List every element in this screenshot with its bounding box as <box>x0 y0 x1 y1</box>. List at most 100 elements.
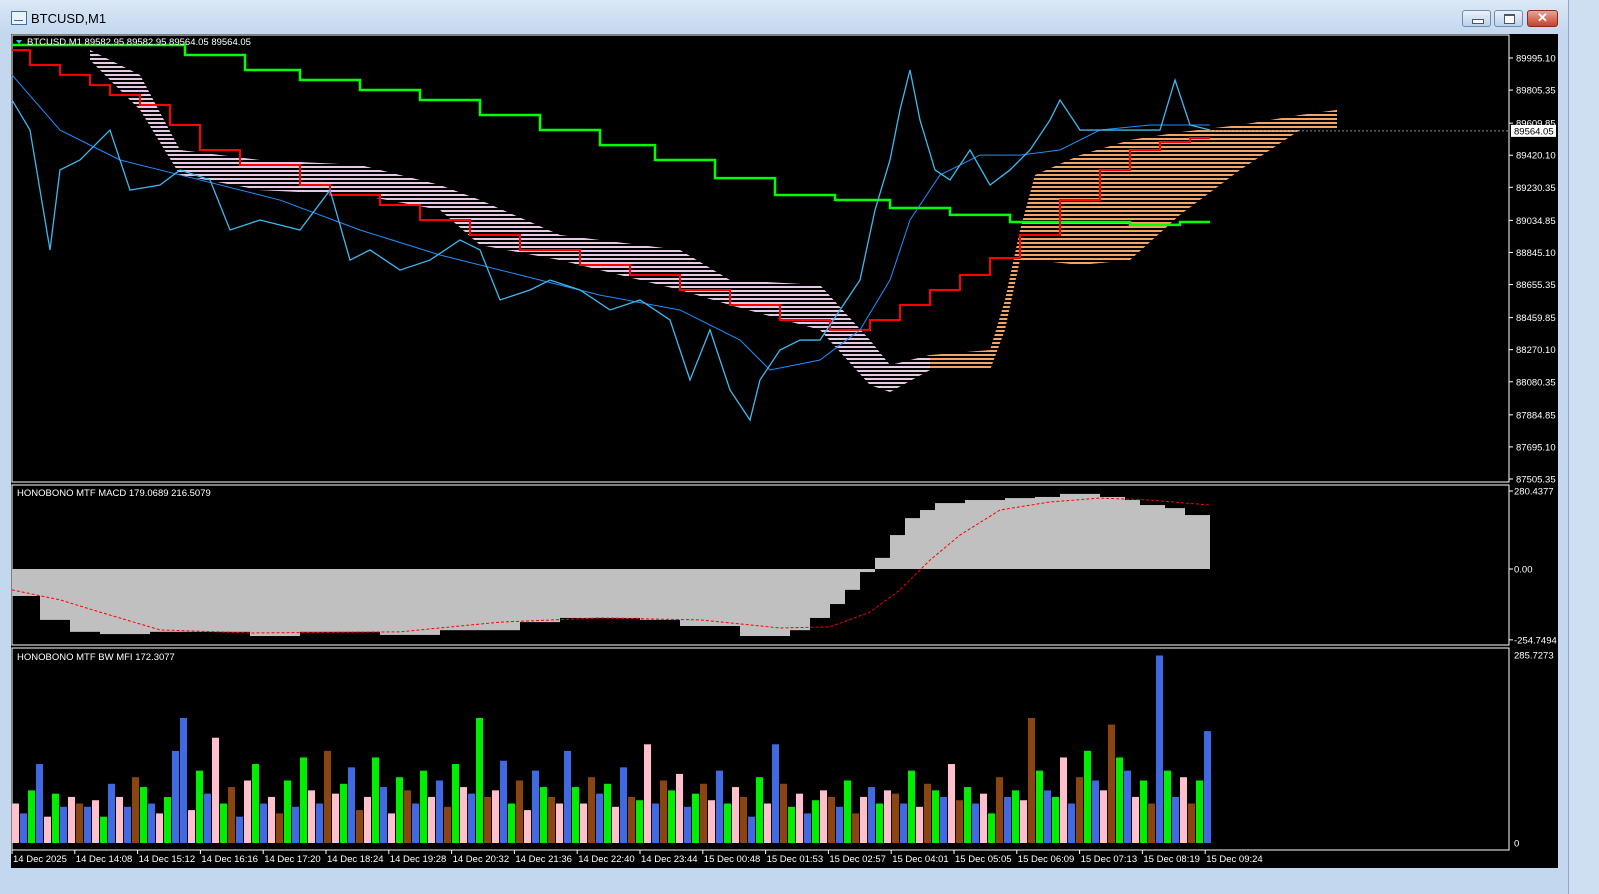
mfi-bar <box>780 783 787 843</box>
mfi-bar <box>372 757 379 843</box>
mfi-bar <box>132 777 139 843</box>
macd-histogram-bar <box>150 569 250 632</box>
ichimoku-cloud-bullish <box>1240 115 1300 170</box>
mfi-bar <box>916 806 923 843</box>
mfi-bar <box>804 813 811 843</box>
macd-histogram-bar <box>830 569 845 605</box>
mfi-bar <box>948 764 955 843</box>
chart-area[interactable]: 89995.10 89805.35 89609.85 89420.10 89230.35… <box>11 34 1558 868</box>
mfi-bar <box>900 803 907 843</box>
mfi-bar <box>828 796 835 843</box>
time-tick-label: 14 Dec 22:40 <box>578 854 635 865</box>
ichimoku-cloud-bullish <box>1180 124 1240 215</box>
mfi-bar <box>980 793 987 843</box>
chart-window-icon <box>11 11 27 25</box>
mfi-bar <box>676 773 683 843</box>
maximize-button[interactable] <box>1494 10 1523 27</box>
chart-canvas[interactable]: 89995.10 89805.35 89609.85 89420.10 89230.35… <box>11 34 1558 868</box>
mfi-bar <box>324 750 331 843</box>
time-tick-label: 14 Dec 17:20 <box>264 854 321 865</box>
mfi-bar <box>244 780 251 843</box>
mfi-bar <box>788 806 795 843</box>
mfi-bar <box>500 760 507 843</box>
mfi-bar <box>60 806 67 843</box>
price-tick-label: 89420.10 <box>1516 151 1556 162</box>
mfi-bar <box>116 796 123 843</box>
macd-histogram-bar <box>740 569 790 637</box>
time-tick-label: 15 Dec 00:48 <box>704 854 761 865</box>
mfi-bar <box>1044 790 1051 843</box>
time-tick-label: 15 Dec 06:09 <box>1018 854 1075 865</box>
mfi-bar <box>284 780 291 843</box>
macd-pane[interactable] <box>11 484 1510 646</box>
mfi-bar <box>164 796 171 843</box>
mfi-bar <box>1004 796 1011 843</box>
macd-histogram-bar <box>250 569 300 637</box>
mfi-bar <box>652 803 659 843</box>
mfi-bar <box>892 793 899 843</box>
mfi-bar <box>36 764 43 843</box>
mfi-bar <box>564 750 571 843</box>
mfi-bar <box>180 717 187 843</box>
macd-histogram-bar <box>1140 505 1165 569</box>
macd-histogram-bar <box>640 569 680 620</box>
price-tick-label: 87884.85 <box>1516 410 1556 421</box>
minimize-button[interactable] <box>1462 10 1491 27</box>
ichimoku-cloud-bullish <box>930 350 990 370</box>
time-tick-label: 14 Dec 23:44 <box>641 854 698 865</box>
main-price-pane[interactable] <box>11 34 1510 483</box>
mfi-bar <box>740 796 747 843</box>
price-tick-label: 89034.85 <box>1516 216 1556 227</box>
mfi-pane[interactable] <box>11 647 1510 851</box>
mfi-bar <box>196 770 203 843</box>
ichimoku-cloud-bearish <box>140 74 180 176</box>
mfi-bar <box>260 803 267 843</box>
mfi-bar <box>668 790 675 843</box>
mfi-bar <box>1204 731 1211 843</box>
mfi-bar <box>684 806 691 843</box>
mfi-bar <box>316 803 323 843</box>
ichimoku-cloud-bearish <box>680 249 730 306</box>
mfi-bar <box>612 806 619 843</box>
mfi-tick-label: 285.7273 <box>1514 651 1554 662</box>
macd-histogram-bar <box>1165 508 1185 569</box>
mfi-bar <box>236 816 243 843</box>
ichimoku-cloud-bearish <box>480 200 560 261</box>
mfi-bar <box>492 790 499 843</box>
mfi-bar <box>28 790 35 843</box>
title-bar[interactable]: BTCUSD,M1 ✕ <box>0 0 1568 34</box>
mfi-bar <box>812 800 819 843</box>
mfi-bar <box>1036 770 1043 843</box>
mfi-bar <box>124 806 131 843</box>
mfi-bar <box>220 803 227 843</box>
minimize-icon <box>1472 19 1484 24</box>
mfi-bar <box>732 787 739 843</box>
mfi-bar <box>604 783 611 843</box>
macd-histogram-bar <box>560 569 640 618</box>
time-tick-label: 14 Dec 21:36 <box>515 854 572 865</box>
close-button[interactable]: ✕ <box>1527 10 1558 27</box>
mfi-bar <box>436 780 443 843</box>
mfi-bar <box>940 796 947 843</box>
price-line <box>11 69 1211 422</box>
mfi-bar <box>172 750 179 843</box>
mfi-bar <box>1028 717 1035 843</box>
mfi-bar <box>588 777 595 843</box>
mfi-bar <box>420 770 427 843</box>
ichimoku-cloud-bullish <box>1080 140 1130 265</box>
price-tick-label: 88845.10 <box>1516 248 1556 259</box>
mfi-bar <box>996 777 1003 843</box>
macd-histogram-bar <box>890 535 905 569</box>
mfi-bar <box>44 816 51 843</box>
price-tick-label: 88655.35 <box>1516 280 1556 291</box>
mfi-bar <box>276 813 283 843</box>
macd-histogram-bar <box>1035 496 1060 569</box>
ichimoku-cloud-bearish <box>870 340 890 392</box>
window-title: BTCUSD,M1 <box>31 11 107 26</box>
moving-average-line <box>11 74 1210 371</box>
mfi-bar <box>844 780 851 843</box>
macd-histogram-bar <box>1060 493 1100 569</box>
macd-histogram-bar <box>920 510 935 569</box>
mfi-bar <box>524 810 531 843</box>
mfi-bar <box>92 800 99 843</box>
